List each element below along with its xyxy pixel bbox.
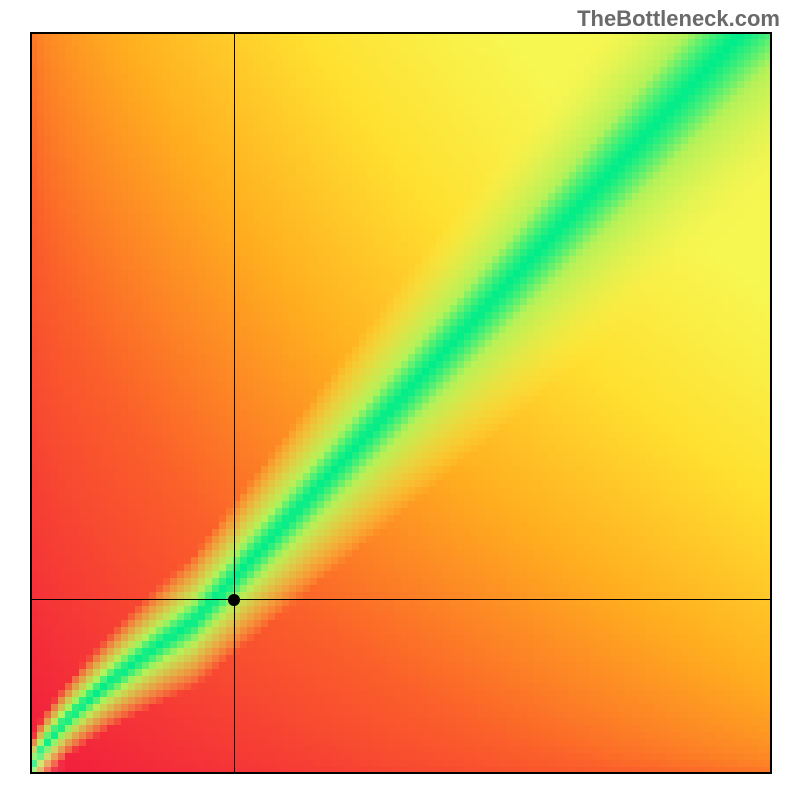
watermark-text: TheBottleneck.com (577, 6, 780, 32)
figure-frame: TheBottleneck.com (0, 0, 800, 800)
heatmap-canvas (30, 32, 772, 774)
